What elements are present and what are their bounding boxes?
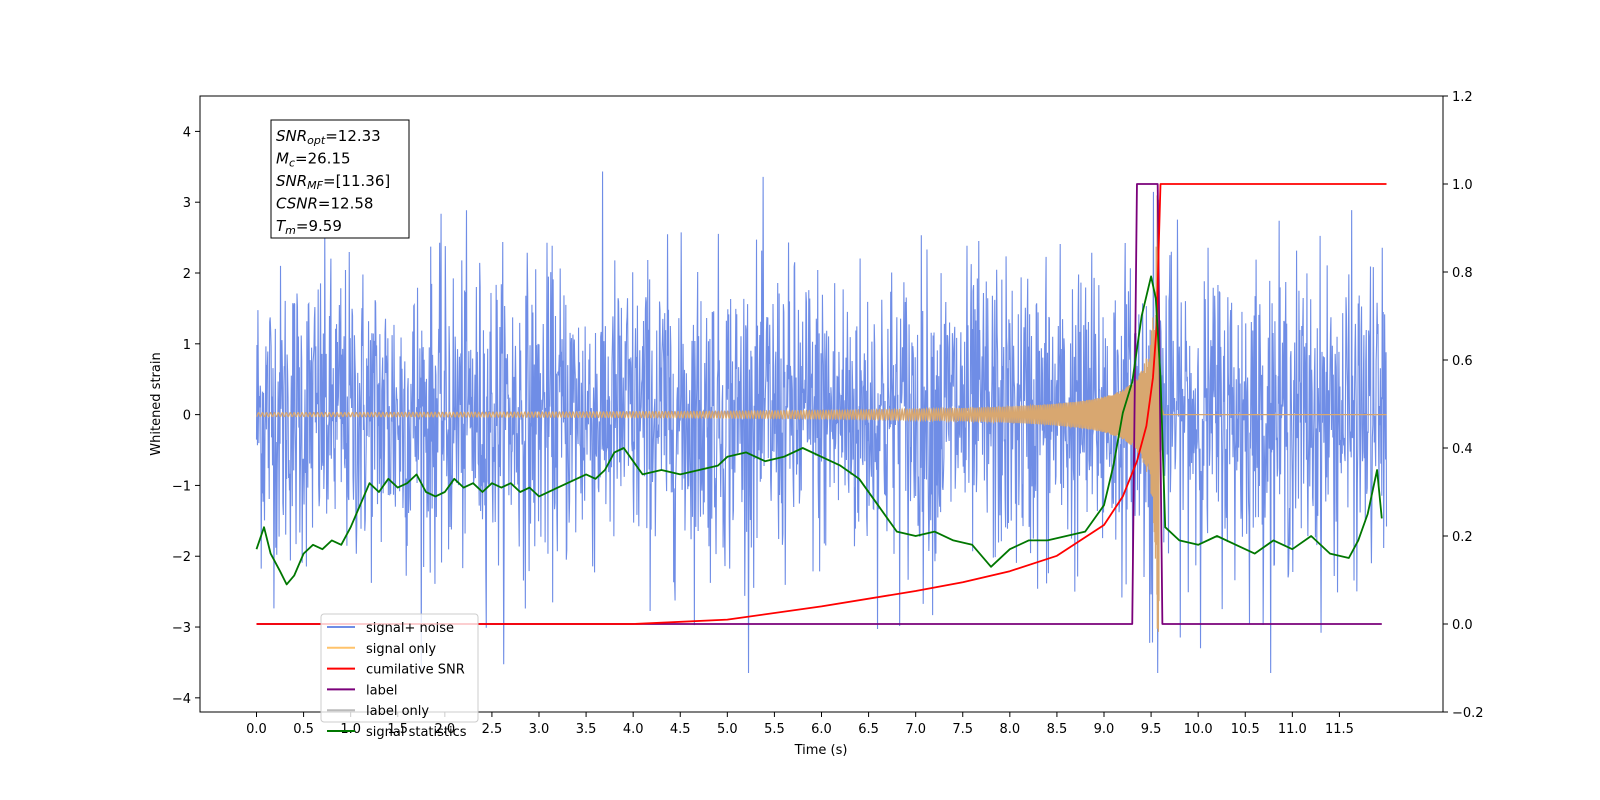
legend-label: signal only [366, 642, 436, 657]
x-axis-title: Time (s) [794, 743, 848, 758]
y2-tick-label: 0.2 [1452, 530, 1473, 545]
x-tick-label: 7.5 [952, 722, 973, 737]
y-axis-title: Whitened strain [149, 352, 164, 455]
x-tick-label: 5.0 [717, 722, 738, 737]
legend-frame [320, 613, 479, 723]
x-tick-label: 8.0 [999, 722, 1020, 737]
x-tick-label: 3.0 [529, 722, 550, 737]
y-tick-label: 1 [183, 338, 191, 353]
series-signal-only [256, 195, 1387, 632]
x-tick-label: 11.5 [1325, 722, 1354, 737]
y2-tick-label: 0.4 [1452, 442, 1473, 457]
x-tick-label: 0.5 [293, 722, 314, 737]
y-tick-label: 0 [183, 409, 191, 424]
x-tick-label: 1.5 [387, 722, 408, 737]
y-tick-label: 2 [183, 267, 191, 282]
series-signal-plus-noise [255, 171, 1388, 674]
x-tick-label: 8.5 [1047, 722, 1068, 737]
x-tick-label: 2.0 [434, 722, 455, 737]
x-tick-label: 10.5 [1231, 722, 1260, 737]
plot-area [255, 171, 1388, 674]
x-tick-label: 2.5 [482, 722, 503, 737]
x-tick-label: 9.5 [1141, 722, 1162, 737]
y-tick-label: −3 [172, 621, 191, 636]
annotation-line: Tm=9.59 [276, 217, 342, 237]
y-axis-right: −0.2 0.0 0.2 0.4 0.6 0.8 1.0 1.2 [1443, 90, 1484, 721]
annotation-line: SNRMF=[11.36] [276, 172, 390, 192]
series-signal-statistics [255, 275, 1383, 586]
legend-label: label [366, 683, 397, 698]
y-tick-label: −1 [172, 479, 191, 494]
series-label [256, 183, 1382, 625]
y2-tick-label: 1.0 [1452, 178, 1473, 193]
x-tick-label: 11.0 [1278, 722, 1307, 737]
y-tick-label: 3 [183, 196, 191, 211]
y-tick-label: 4 [183, 125, 191, 140]
y2-tick-label: −0.2 [1452, 706, 1484, 721]
legend-label: label only [366, 704, 429, 719]
x-tick-label: 5.5 [764, 722, 785, 737]
annotation-frame [270, 119, 410, 239]
legend-label: signal+ noise [366, 621, 454, 636]
x-axis: 0.0 0.5 1.0 1.5 2.0 2.5 3.0 3.5 4.0 4.5 5.0 5.5 6.0 6… [246, 712, 1354, 737]
x-tick-label: 10.0 [1184, 722, 1213, 737]
legend-label: cumilative SNR [366, 663, 465, 678]
x-tick-label: 1.0 [340, 722, 361, 737]
x-tick-label: 4.5 [670, 722, 691, 737]
x-tick-label: 6.0 [811, 722, 832, 737]
annotation-line: Mc=26.15 [276, 150, 351, 170]
y-tick-label: −4 [172, 692, 191, 707]
y2-tick-label: 0.0 [1452, 618, 1473, 633]
x-tick-label: 7.0 [905, 722, 926, 737]
legend-label: signal statistics [366, 725, 467, 740]
x-tick-label: 3.5 [576, 722, 597, 737]
x-tick-label: 6.5 [858, 722, 879, 737]
y2-tick-label: 0.6 [1452, 354, 1473, 369]
y2-tick-label: 0.8 [1452, 266, 1473, 281]
x-tick-label: 9.0 [1094, 722, 1115, 737]
y-tick-label: −2 [172, 550, 191, 565]
annotation-line: CSNR=12.58 [276, 195, 373, 213]
annotation-line: SNRopt=12.33 [276, 127, 381, 147]
x-tick-label: 4.0 [623, 722, 644, 737]
y2-tick-label: 1.2 [1452, 90, 1473, 105]
x-tick-label: 0.0 [246, 722, 267, 737]
y-axis-left: −4 −3 −2 −1 0 1 2 3 4 [172, 125, 200, 707]
legend: signal+ noise signal only cumilative SNR la… [320, 613, 479, 740]
